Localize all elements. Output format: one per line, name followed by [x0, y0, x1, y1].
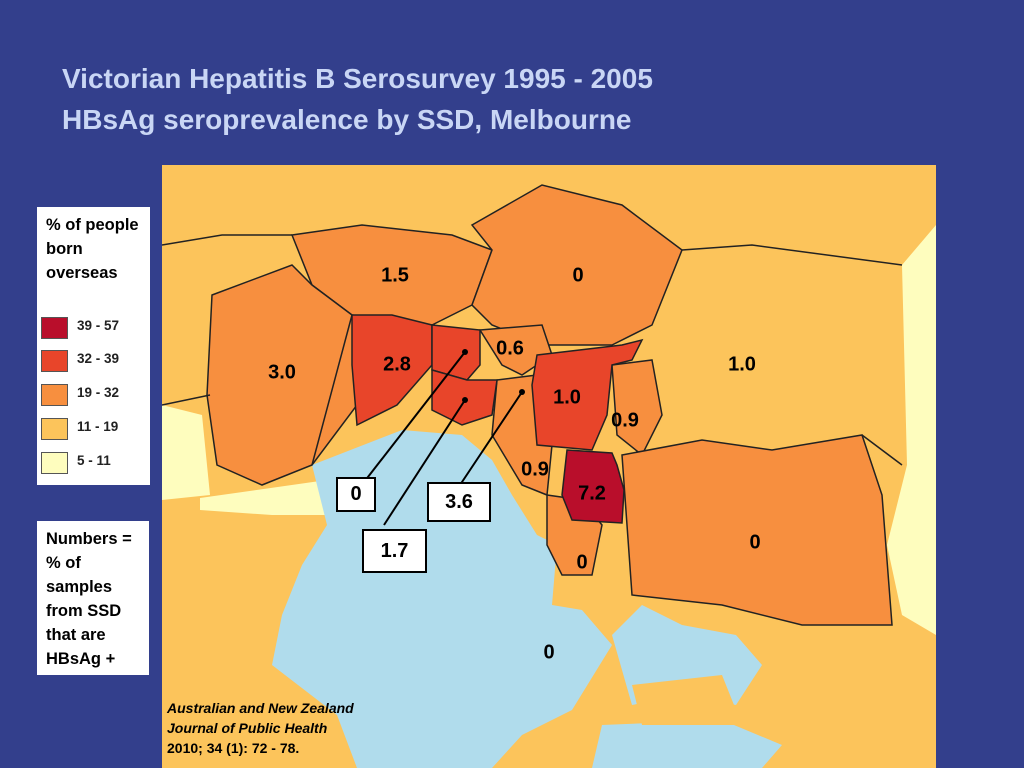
legend-label: 19 - 32: [77, 385, 120, 400]
callout-dot-3-6: [519, 389, 525, 395]
ssd-north-region: [470, 184, 683, 346]
legend: % of people born overseas 39 - 57 32 - 3…: [37, 207, 150, 485]
legend-swatch: [41, 350, 68, 372]
map-value-label: 0.9: [521, 458, 549, 481]
map-value-label: 0: [543, 641, 555, 664]
legend-title: % of people born overseas: [46, 216, 139, 282]
legend-row: 11 - 19: [41, 418, 149, 442]
western-port-water: [612, 605, 762, 705]
legend-swatch: [41, 418, 68, 440]
island-region: [632, 675, 742, 725]
slide-title: Victorian Hepatitis B Serosurvey 1995 - …: [62, 58, 653, 140]
legend-row: 39 - 57: [41, 317, 149, 341]
map-value-label: 3.0: [268, 361, 296, 384]
map-value-label: 1.0: [728, 353, 756, 376]
title-line-1: Victorian Hepatitis B Serosurvey 1995 - …: [62, 63, 653, 94]
callout-line-3-6: [459, 391, 523, 486]
ssd-west-inner-region: [351, 314, 433, 427]
melbourne-ssd-map: [162, 165, 936, 768]
map-value-label: 7.2: [578, 482, 606, 505]
pale-region-east: [887, 225, 936, 635]
callout-line-1-7: [383, 399, 466, 526]
legend-label: 32 - 39: [77, 351, 120, 366]
map-value-label: 0: [572, 264, 584, 287]
legend-row: 19 - 32: [41, 384, 149, 408]
callout-box: 3.6: [427, 482, 491, 522]
legend-label: 5 - 11: [77, 453, 111, 468]
ssd-eastern-inner-region: [531, 338, 644, 451]
map-value-label: 2.8: [383, 353, 411, 376]
ssd-west-region: [206, 264, 358, 486]
citation: Australian and New Zealand Journal of Pu…: [167, 698, 354, 758]
ssd-boundary-lines: [162, 234, 903, 466]
pale-region-west: [162, 405, 210, 500]
legend-row: 32 - 39: [41, 350, 149, 374]
port-phillip-bay: [272, 430, 612, 768]
ssd-inner-east-region: [611, 359, 663, 457]
map-value-label: 1.0: [553, 386, 581, 409]
note-box: Numbers = % of samples from SSD that are…: [37, 521, 149, 675]
note-text: Numbers = % of samples from SSD that are…: [46, 530, 132, 668]
ssd-inner-north-west-region: [431, 324, 481, 381]
map-value-label: 1.5: [381, 264, 409, 287]
map-value-label: 0: [576, 551, 588, 574]
legend-label: 11 - 19: [77, 419, 119, 434]
callout-box: 1.7: [362, 529, 427, 573]
title-line-2: HBsAg seroprevalence by SSD, Melbourne: [62, 104, 632, 135]
ssd-outer-south-east-region: [621, 434, 893, 626]
legend-swatch: [41, 452, 68, 474]
legend-label: 39 - 57: [77, 318, 120, 333]
callout-dot-1-7: [462, 397, 468, 403]
callout-box: 0: [336, 477, 376, 512]
callout-line-0: [353, 351, 466, 496]
map-value-label: 0.6: [496, 337, 524, 360]
map-value-label: 0.9: [611, 409, 639, 432]
legend-swatch: [41, 317, 68, 339]
citation-journal-line-1: Australian and New Zealand: [167, 700, 354, 716]
legend-swatch: [41, 384, 68, 406]
southern-water: [592, 720, 782, 768]
legend-row: 5 - 11: [41, 452, 149, 476]
ssd-highest-overseas-born-region: [561, 449, 625, 524]
map-value-label: 0: [749, 531, 761, 554]
callout-dot-0: [462, 349, 468, 355]
citation-journal-line-2: Journal of Public Health: [167, 720, 328, 736]
citation-reference: 2010; 34 (1): 72 - 78.: [167, 740, 300, 756]
